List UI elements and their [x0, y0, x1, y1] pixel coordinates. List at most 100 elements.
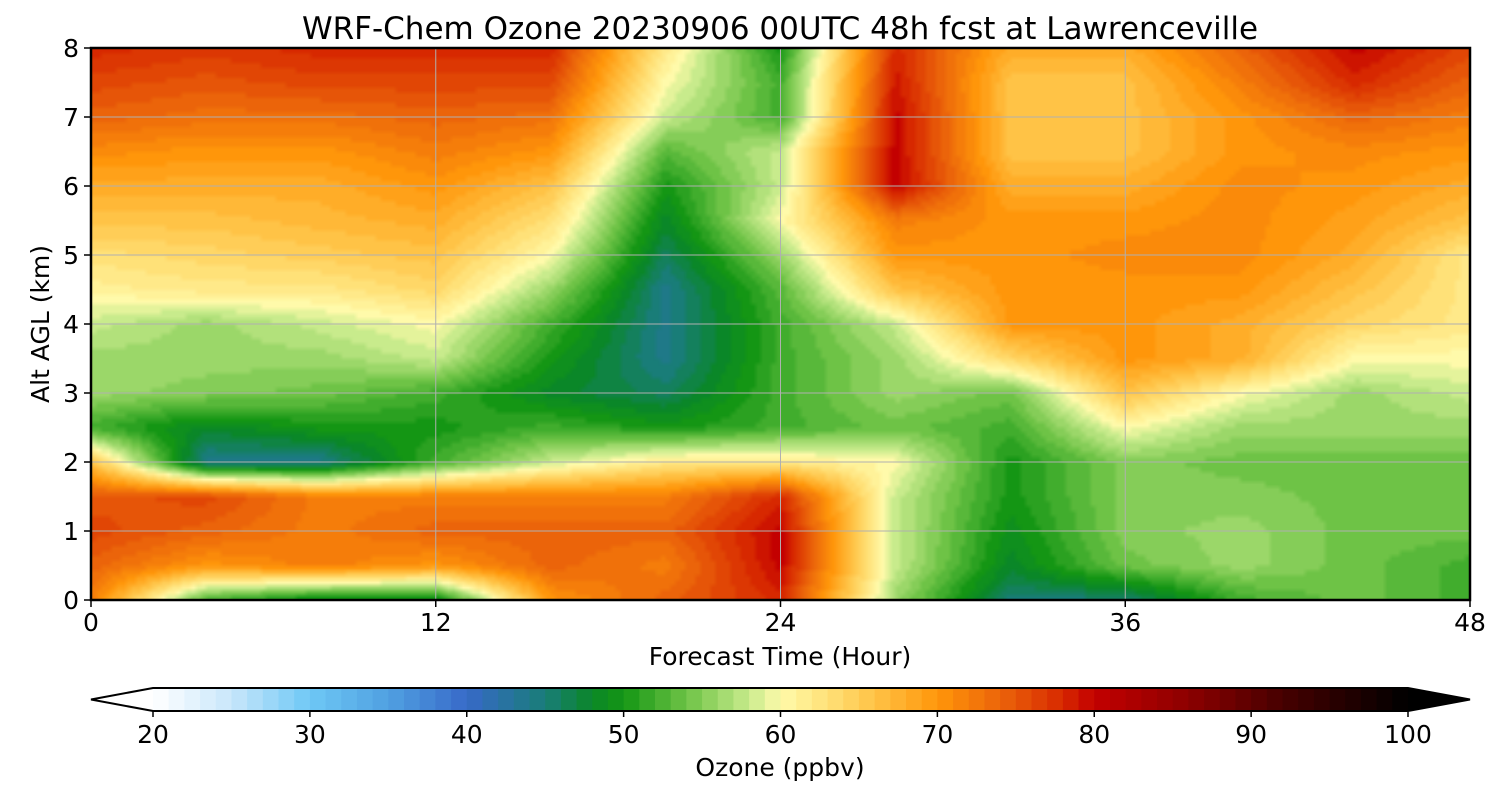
colorbar-tick-label: 40 — [451, 720, 483, 749]
colorbar-band — [1172, 688, 1189, 711]
colorbar-band — [702, 688, 719, 711]
colorbar-band — [278, 688, 295, 711]
y-axis-label: Alt AGL (km) — [26, 245, 55, 403]
colorbar-label: Ozone (ppbv) — [695, 753, 864, 782]
colorbar-band — [262, 688, 280, 711]
colorbar-band — [1094, 688, 1111, 711]
colorbar-tick-label: 100 — [1384, 720, 1432, 749]
y-tick-label: 5 — [63, 241, 79, 270]
colorbar-band — [1015, 688, 1033, 711]
colorbar-band — [827, 688, 844, 711]
y-tick-label: 6 — [63, 172, 79, 201]
colorbar-band — [968, 688, 986, 711]
colorbar-tick-label: 70 — [921, 720, 953, 749]
colorbar-band — [153, 688, 170, 711]
colorbar: 20 30 40 50 60 70 80 90 100 — [90, 687, 1471, 749]
colorbar-band — [796, 688, 813, 711]
y-tick-label: 0 — [63, 586, 79, 615]
colorbar-band — [780, 688, 797, 711]
colorbar-band — [1251, 688, 1268, 711]
colorbar-band — [1298, 688, 1315, 711]
colorbar-band — [513, 688, 531, 711]
chart-title: WRF-Chem Ozone 20230906 00UTC 48h fcst a… — [302, 11, 1258, 47]
colorbar-band — [404, 688, 421, 711]
colorbar-band — [1392, 688, 1409, 711]
x-tick-label: 36 — [1109, 608, 1141, 637]
y-tick-label: 8 — [63, 34, 79, 63]
colorbar-band — [1376, 688, 1393, 711]
colorbar-band — [1329, 688, 1346, 711]
colorbar-tick-label: 50 — [608, 720, 640, 749]
colorbar-band — [1125, 688, 1142, 711]
colorbar-band — [466, 688, 484, 711]
colorbar-band — [184, 688, 201, 711]
colorbar-band — [858, 688, 876, 711]
x-tick-label: 24 — [765, 608, 797, 637]
colorbar-band — [576, 688, 593, 711]
y-tick-label: 7 — [63, 103, 79, 132]
colorbar-tick-label: 90 — [1235, 720, 1267, 749]
colorbar-band — [921, 688, 938, 711]
colorbar-band — [811, 688, 829, 711]
colorbar-band — [1266, 688, 1284, 711]
y-tick-label: 1 — [63, 517, 79, 546]
y-tick-label: 3 — [63, 379, 79, 408]
colorbar-band — [231, 688, 248, 711]
colorbar-band — [200, 688, 217, 711]
colorbar-band — [388, 688, 405, 711]
colorbar-band — [1313, 688, 1331, 711]
colorbar-band — [592, 688, 609, 711]
colorbar-band — [451, 688, 468, 711]
colorbar-band — [545, 688, 562, 711]
colorbar-band — [607, 688, 625, 711]
colorbar-band — [482, 688, 499, 711]
colorbar-band — [639, 688, 656, 711]
colorbar-band — [356, 688, 374, 711]
colorbar-band — [1062, 688, 1080, 711]
colorbar-band — [655, 688, 672, 711]
colorbar-band — [498, 688, 515, 711]
colorbar-band — [874, 688, 891, 711]
colorbar-band — [906, 688, 923, 711]
colorbar-tick-label: 80 — [1078, 720, 1110, 749]
colorbar-band — [1031, 688, 1048, 711]
colorbar-band — [1235, 688, 1252, 711]
colorbar-band — [1141, 688, 1158, 711]
colorbar-extend-max — [1408, 688, 1470, 711]
x-tick-label: 12 — [420, 608, 452, 637]
colorbar-band — [1078, 688, 1095, 711]
colorbar-band — [953, 688, 970, 711]
colorbar-tick-label: 20 — [137, 720, 169, 749]
colorbar-band — [372, 688, 389, 711]
colorbar-band — [749, 688, 766, 711]
colorbar-band — [435, 688, 452, 711]
colorbar-tick-label: 30 — [294, 720, 326, 749]
colorbar-band — [529, 688, 546, 711]
colorbar-band — [1047, 688, 1064, 711]
colorbar-band — [294, 688, 311, 711]
colorbar-band — [341, 688, 358, 711]
colorbar-band — [1157, 688, 1174, 711]
y-tick-label: 2 — [63, 448, 79, 477]
colorbar-band — [168, 688, 185, 711]
x-tick-label: 0 — [83, 608, 99, 637]
colorbar-band — [247, 688, 264, 711]
x-tick-label: 48 — [1454, 608, 1486, 637]
colorbar-band — [1188, 688, 1205, 711]
colorbar-band — [843, 688, 860, 711]
colorbar-band — [670, 688, 687, 711]
colorbar-extend-min — [91, 688, 153, 711]
colorbar-band — [764, 688, 782, 711]
colorbar-band — [215, 688, 233, 711]
colorbar-band — [1204, 688, 1221, 711]
colorbar-band — [309, 688, 327, 711]
y-axis-ticks: 0 1 2 3 4 5 6 7 8 — [63, 34, 91, 615]
colorbar-band — [1000, 688, 1017, 711]
x-axis-ticks: 0 12 24 36 48 — [83, 600, 1486, 637]
colorbar-band — [560, 688, 578, 711]
colorbar-band — [1109, 688, 1127, 711]
colorbar-band — [623, 688, 640, 711]
x-axis-label: Forecast Time (Hour) — [649, 642, 912, 671]
colorbar-band — [984, 688, 1001, 711]
